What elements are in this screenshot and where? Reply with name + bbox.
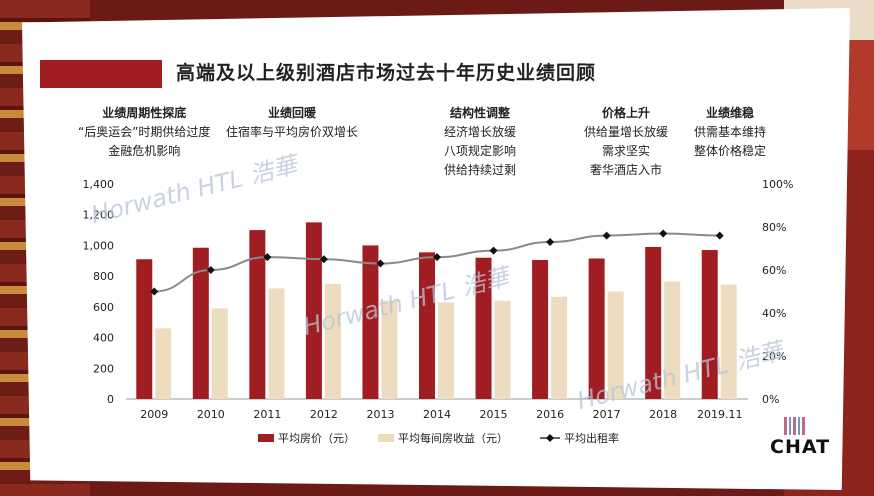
annotation-2-line: 住宿率与平均房价双增长 [226,125,359,139]
annotation-5-heading: 业绩维稳 [706,106,755,120]
bar-adr [645,246,662,399]
y-left-tick-label: 0 [107,393,114,406]
slide-panel [22,8,850,490]
legend-item-revpar: 平均每间房收益（元） [378,430,508,446]
y-left-tick-label: 1,200 [83,209,115,222]
annotation-2-heading: 业绩回暖 [268,106,317,120]
legend-swatch [258,434,274,442]
annotation-3-heading: 结构性调整 [450,106,511,120]
bar-revpar [494,300,511,399]
bar-adr [136,259,153,399]
occupancy-point [263,253,272,262]
y-left-tick-label: 1,000 [83,239,115,252]
occupancy-point [715,231,724,240]
x-tick-label: 2018 [649,408,677,421]
bar-revpar [664,281,681,399]
annotation-3-line: 供给持续过剩 [444,163,517,177]
legend-label: 平均出租率 [564,432,619,445]
bar-adr [419,252,435,399]
x-tick-label: 2011 [253,408,281,421]
occupancy-point [659,229,668,238]
bar-adr [192,247,209,399]
occupancy-point [433,253,441,262]
occupancy-point [489,246,498,255]
bar-adr [588,258,605,399]
annotation-1-heading: 业绩周期性探底 [102,106,187,120]
x-tick-label: 2009 [140,408,168,421]
legend-item-occupancy: 平均出租率 [540,430,619,446]
annotation-5-line: 整体价格稳定 [694,144,767,158]
occupancy-point [546,238,555,247]
annotation-4-line: 奢华酒店入市 [590,163,663,177]
bar-revpar [438,302,454,399]
x-tick-label: 2017 [593,408,621,421]
y-left-tick-label: 800 [93,270,114,283]
annotation-1: 业绩周期性探底 “后奥运会”时期供给过度 金融危机影响 [78,104,210,161]
x-tick-label: 2013 [366,408,394,421]
y-right-tick-label: 60% [762,264,786,277]
legend-swatch [378,434,394,442]
bar-revpar [381,300,398,399]
annotation-3: 结构性调整 经济增长放缓 八项规定影响 供给持续过剩 [444,104,516,180]
bar-adr [362,245,379,399]
occupancy-point [319,255,328,264]
occupancy-point [206,266,215,274]
bar-adr [532,260,549,399]
bar-revpar [155,328,172,399]
qr-code-icon [784,417,806,435]
legend-label: 平均每间房收益（元） [398,432,508,445]
annotation-1-line: “后奥运会”时期供给过度 [78,125,211,139]
bar-revpar [607,291,624,399]
occupancy-point [376,259,385,268]
y-right-tick-label: 0% [762,393,779,406]
annotation-4: 价格上升 供给量增长放缓 需求坚实 奢华酒店入市 [584,104,668,180]
annotation-4-line: 供给量增长放缓 [584,125,669,139]
x-tick-label: 2016 [536,408,564,421]
y-left-tick-label: 200 [93,362,114,375]
y-right-tick-label: 80% [762,221,786,234]
occupancy-point [150,287,159,296]
bar-revpar [720,284,737,399]
y-right-tick-label: 100% [762,178,793,191]
legend-item-adr: 平均房价（元） [258,430,355,446]
x-tick-label: 2014 [423,408,451,421]
x-tick-label: 2010 [197,408,225,421]
bar-adr [701,250,718,399]
bar-revpar [324,283,341,399]
legend-label: 平均房价（元） [278,432,355,445]
bar-revpar [551,296,568,399]
annotation-3-line: 经济增长放缓 [444,125,517,139]
x-tick-label: 2015 [480,408,508,421]
annotation-3-line: 八项规定影响 [444,144,517,158]
annotation-1-line: 金融危机影响 [108,144,181,158]
x-tick-label: 2012 [310,408,338,421]
bar-adr [305,222,322,399]
bar-revpar [211,308,228,399]
bar-revpar [268,288,285,399]
y-left-tick-label: 600 [93,301,114,314]
bar-adr [475,257,492,399]
annotation-2: 业绩回暖 住宿率与平均房价双增长 [226,104,358,142]
annotation-4-heading: 价格上升 [602,106,651,120]
y-right-tick-label: 20% [762,350,786,363]
annotation-5-line: 供需基本维持 [694,125,767,139]
y-left-tick-label: 400 [93,332,114,345]
x-tick-label: 2019.11 [697,408,743,421]
bar-adr [249,230,266,399]
annotation-5: 业绩维稳 供需基本维持 整体价格稳定 [694,104,766,161]
legend-line-marker [540,434,560,442]
brand-logo: CHAT [770,436,831,458]
title-accent-bar [40,60,162,88]
y-right-tick-label: 40% [762,307,786,320]
y-left-tick-label: 1,400 [83,178,115,191]
chart-title: 高端及以上级别酒店市场过去十年历史业绩回顾 [176,62,597,84]
occupancy-point [602,231,611,240]
annotation-4-line: 需求坚实 [602,144,651,158]
